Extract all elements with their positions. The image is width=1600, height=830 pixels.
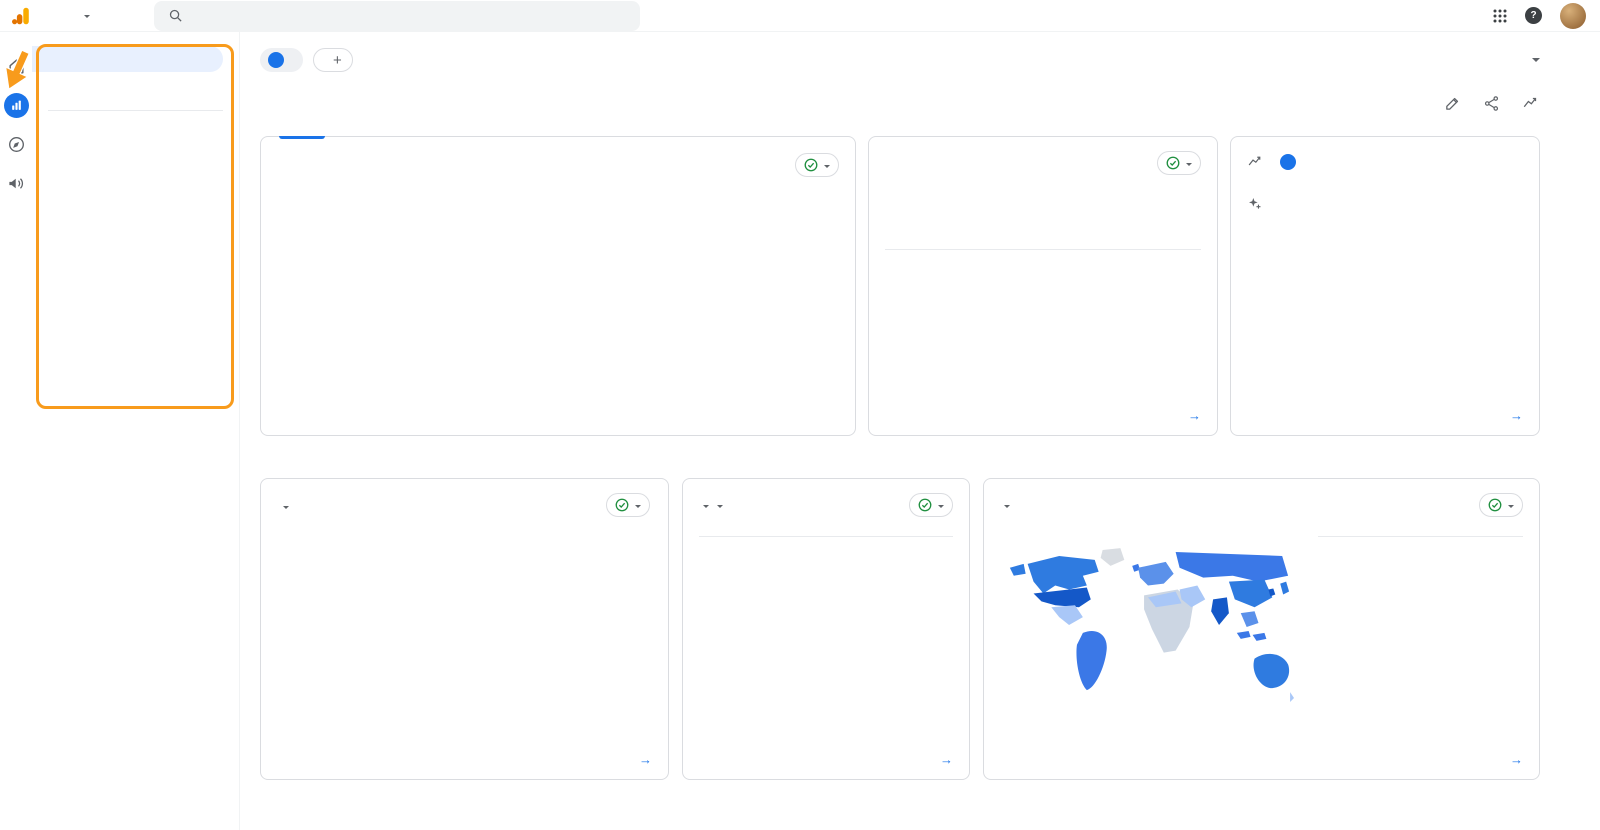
check-circle-icon	[615, 498, 629, 512]
insights-card: →	[1230, 136, 1540, 436]
metric-name[interactable]	[699, 498, 710, 513]
view-all-insights-link[interactable]: →	[1504, 408, 1523, 423]
view-countries-link[interactable]: →	[1504, 752, 1523, 767]
home-icon[interactable]	[4, 54, 29, 79]
new-users-card: →	[260, 478, 670, 780]
arrow-right-icon: →	[940, 752, 953, 767]
check-circle-icon	[804, 158, 818, 172]
chevron-down-icon	[824, 164, 830, 168]
dimension-name[interactable]	[713, 498, 723, 513]
app-header: ?	[0, 0, 1600, 32]
realtime-card: →	[868, 136, 1218, 436]
chevron-down-icon	[1532, 58, 1540, 62]
plus-icon: +	[333, 51, 342, 69]
overview-card	[260, 136, 856, 436]
sidebar-item-realtime[interactable]	[32, 76, 239, 103]
comparison-toolbar: +	[260, 48, 1540, 72]
data-quality-badge[interactable]	[1479, 493, 1523, 517]
view-user-acquisition-link[interactable]: →	[633, 752, 652, 767]
insights-panel-icon[interactable]	[1522, 94, 1540, 112]
chevron-down-icon	[703, 505, 710, 508]
reports-sidebar	[32, 32, 240, 830]
selected-metric-indicator	[279, 136, 325, 139]
explore-icon[interactable]	[4, 132, 29, 157]
view-realtime-link[interactable]: →	[1182, 408, 1201, 423]
customize-report-icon[interactable]	[1444, 95, 1461, 112]
sidebar-divider	[48, 110, 223, 111]
check-circle-icon	[918, 498, 932, 512]
arrow-right-icon: →	[1510, 408, 1523, 423]
chevron-down-icon	[635, 504, 642, 508]
main-content: +	[240, 32, 1600, 830]
add-comparison-chip[interactable]: +	[313, 48, 353, 72]
chevron-down-icon	[1508, 504, 1514, 508]
data-quality-badge[interactable]	[606, 493, 651, 517]
apps-grid-icon[interactable]	[1493, 9, 1507, 23]
users-per-minute-chart	[885, 189, 1201, 231]
session-medium-table	[699, 531, 953, 537]
analytics-logo-icon[interactable]	[10, 5, 32, 27]
chevron-down-icon	[938, 504, 944, 508]
help-icon[interactable]: ?	[1525, 7, 1542, 24]
world-map[interactable]	[1000, 525, 1296, 713]
date-range-picker[interactable]	[1516, 58, 1540, 62]
insights-count-badge	[1280, 153, 1296, 170]
chevron-down-icon	[84, 15, 90, 18]
data-quality-badge[interactable]	[909, 493, 953, 517]
share-icon[interactable]	[1483, 95, 1500, 112]
sessions-card: →	[682, 478, 970, 780]
chevron-down-icon	[1186, 162, 1192, 166]
data-quality-badge[interactable]	[1157, 151, 1201, 175]
user-avatar[interactable]	[1560, 2, 1586, 29]
y-axis	[813, 201, 839, 349]
all-users-chip[interactable]	[260, 48, 303, 72]
card-title	[1000, 497, 1010, 515]
advertising-icon[interactable]	[4, 171, 29, 196]
x-axis	[279, 349, 813, 377]
card-title	[279, 497, 289, 517]
search-bar[interactable]	[154, 0, 640, 31]
countries-card: →	[983, 478, 1540, 780]
account-switcher[interactable]	[84, 13, 90, 18]
view-traffic-acquisition-link[interactable]: →	[934, 752, 953, 767]
check-circle-icon	[1166, 156, 1180, 170]
arrow-right-icon: →	[639, 752, 653, 767]
metric-name[interactable]	[1000, 498, 1010, 513]
chevron-down-icon	[1004, 505, 1010, 508]
card-title	[699, 497, 723, 515]
insights-icon	[1247, 153, 1264, 170]
arrow-right-icon: →	[1188, 408, 1201, 423]
chevron-down-icon	[283, 506, 289, 509]
channel-bar-chart	[279, 535, 650, 557]
sidebar-item-reports-snapshot[interactable]	[32, 46, 223, 72]
x-axis	[359, 535, 644, 557]
countries-table	[1318, 525, 1523, 713]
nav-rail	[0, 32, 32, 830]
arrow-right-icon: →	[1510, 752, 1523, 767]
top-countries-table	[885, 244, 1201, 250]
reports-icon[interactable]	[3, 93, 29, 118]
sparkle-plus-icon	[1247, 196, 1263, 212]
users-trend-chart	[279, 201, 839, 377]
search-icon	[168, 8, 183, 23]
chevron-down-icon	[716, 505, 723, 508]
check-circle-icon	[1488, 498, 1502, 512]
data-quality-badge[interactable]	[795, 153, 839, 177]
comparison-a-badge	[268, 52, 284, 68]
